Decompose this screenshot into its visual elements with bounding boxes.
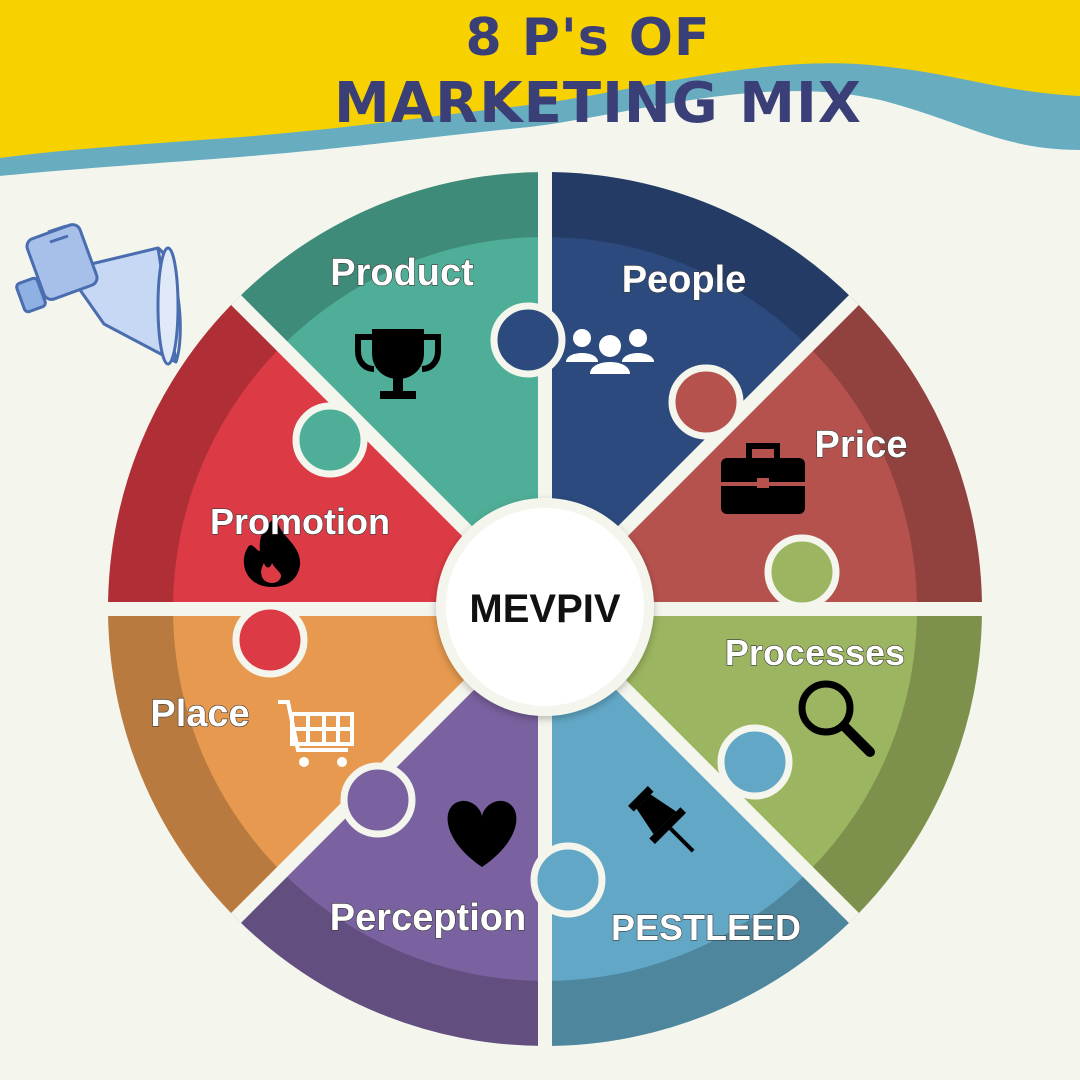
pushpin-icon <box>628 786 695 853</box>
puzzle-tab <box>668 364 744 440</box>
briefcase-icon <box>721 443 805 514</box>
megaphone-icon <box>15 223 182 366</box>
segment-label-price: Price <box>815 424 908 466</box>
center-hub <box>436 498 654 716</box>
puzzle-tab <box>530 842 606 918</box>
puzzle-tab <box>232 602 308 678</box>
center-label: MEVPIV <box>469 587 620 631</box>
segment-label-place: Place <box>150 693 249 735</box>
people-group-icon <box>566 329 654 374</box>
segment-label-perception: Perception <box>330 897 526 939</box>
puzzle-tab <box>490 302 566 378</box>
segment-label-processes: Processes <box>725 632 905 673</box>
segment-label-product: Product <box>330 252 474 294</box>
segment-pestleed <box>545 609 809 981</box>
puzzle-tab <box>292 402 368 478</box>
flame-icon <box>243 517 301 587</box>
trophy-icon <box>355 329 441 399</box>
segment-label-promotion: Promotion <box>210 501 390 542</box>
shopping-cart-icon <box>278 700 354 767</box>
segment-label-people: People <box>622 259 747 301</box>
puzzle-tab <box>764 534 840 610</box>
puzzle-tab <box>340 762 416 838</box>
title-line-1: 8 P's OF <box>465 8 711 68</box>
segment-label-pestleed: PESTLEED <box>611 907 801 948</box>
puzzle-tab <box>717 724 793 800</box>
title-line-2: MARKETING MIX <box>334 71 862 136</box>
heart-icon <box>447 800 517 867</box>
segment-product <box>281 237 545 609</box>
header-banner <box>0 0 1080 200</box>
magnifier-icon <box>798 680 875 757</box>
